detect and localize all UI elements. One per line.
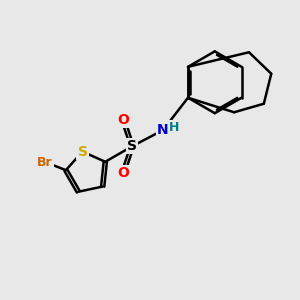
Text: N: N (157, 123, 169, 137)
Text: H: H (169, 121, 179, 134)
Text: O: O (117, 113, 129, 127)
Text: S: S (77, 145, 88, 159)
Text: Br: Br (37, 156, 53, 169)
Text: S: S (127, 139, 137, 153)
Text: O: O (117, 166, 129, 180)
